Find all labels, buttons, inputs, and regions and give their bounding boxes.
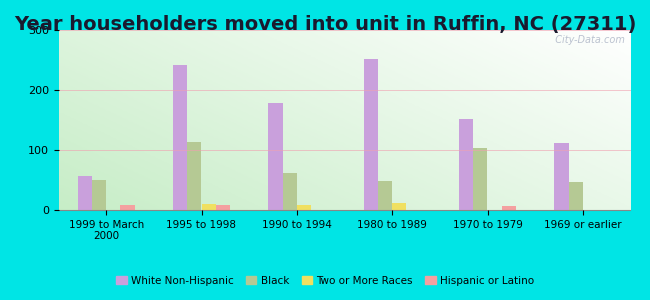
Bar (392, 203, 406, 210)
Bar (187, 142, 202, 210)
Bar (202, 204, 216, 210)
Bar (268, 103, 283, 210)
Bar (173, 65, 187, 210)
Bar (216, 205, 230, 210)
Text: Year householders moved into unit in Ruffin, NC (27311): Year householders moved into unit in Ruf… (14, 15, 636, 34)
Bar (502, 206, 516, 210)
Bar (378, 181, 392, 210)
Bar (283, 173, 297, 210)
Bar (92, 180, 106, 210)
Bar (459, 119, 473, 210)
Bar (297, 205, 311, 210)
Bar (569, 182, 583, 210)
Bar (473, 148, 488, 210)
Legend: White Non-Hispanic, Black, Two or More Races, Hispanic or Latino: White Non-Hispanic, Black, Two or More R… (113, 272, 537, 289)
Bar (120, 205, 135, 210)
Bar (554, 143, 569, 210)
Bar (363, 59, 378, 210)
Text: City-Data.com: City-Data.com (549, 35, 625, 45)
Bar (77, 176, 92, 210)
